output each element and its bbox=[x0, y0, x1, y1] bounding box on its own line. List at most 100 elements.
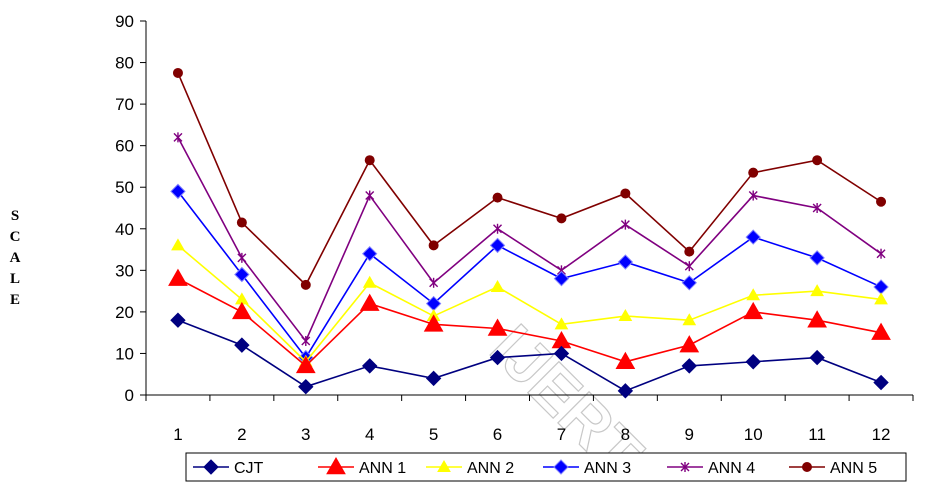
data-point-ann-4 bbox=[493, 223, 503, 234]
y-tick-label: 70 bbox=[115, 95, 134, 114]
data-point-ann-2 bbox=[618, 309, 633, 322]
data-point-ann-5 bbox=[876, 196, 887, 207]
x-tick-label: 3 bbox=[301, 425, 310, 444]
data-point-ann-3 bbox=[809, 250, 825, 266]
y-tick-label: 80 bbox=[115, 54, 134, 73]
series-line-ann-2 bbox=[177, 244, 882, 363]
data-point-ann-1 bbox=[168, 268, 188, 286]
data-point-ann-4 bbox=[748, 190, 758, 201]
y-tick-label: 0 bbox=[125, 386, 134, 405]
x-tick-label: 11 bbox=[808, 425, 826, 444]
data-point-cjt bbox=[425, 370, 442, 387]
y-tick-label: 90 bbox=[115, 12, 134, 31]
data-point-ann-3 bbox=[873, 279, 889, 295]
series-ann-5 bbox=[172, 67, 887, 290]
y-axis-label-letter: C bbox=[10, 229, 21, 245]
data-point-ann-4 bbox=[429, 277, 439, 288]
y-tick-label: 30 bbox=[115, 261, 134, 280]
data-point-ann-2 bbox=[746, 288, 761, 301]
data-point-ann-1 bbox=[232, 301, 252, 320]
data-point-ann-4 bbox=[684, 261, 694, 272]
data-point-ann-2 bbox=[490, 279, 505, 292]
y-axis-label-letter: S bbox=[11, 208, 19, 224]
data-point-ann-4 bbox=[812, 203, 822, 213]
y-axis-label-letter: L bbox=[10, 271, 20, 287]
legend-marker bbox=[203, 459, 219, 475]
series-cjt bbox=[170, 312, 889, 399]
series-line-ann-1 bbox=[177, 277, 882, 367]
data-point-ann-3 bbox=[170, 183, 186, 200]
x-tick-label: 2 bbox=[237, 425, 246, 444]
series-ann-3 bbox=[170, 183, 889, 366]
data-point-cjt bbox=[362, 358, 378, 374]
y-tick-label: 40 bbox=[115, 220, 134, 239]
data-point-ann-3 bbox=[234, 266, 250, 283]
data-point-ann-5 bbox=[300, 279, 311, 290]
data-point-ann-2 bbox=[874, 292, 888, 305]
legend-label: ANN 3 bbox=[584, 460, 631, 477]
data-point-ann-1 bbox=[359, 293, 380, 311]
data-point-ann-4 bbox=[620, 219, 630, 230]
data-point-ann-2 bbox=[554, 317, 569, 330]
legend-entry-ann-3: ANN 3 bbox=[543, 459, 631, 477]
data-point-ann-4 bbox=[237, 252, 247, 263]
data-point-ann-3 bbox=[745, 229, 761, 245]
legend-marker bbox=[680, 462, 690, 472]
data-point-ann-1 bbox=[871, 322, 891, 340]
y-axis-label-letter: E bbox=[10, 292, 20, 308]
data-point-cjt bbox=[553, 345, 570, 362]
legend-marker bbox=[553, 459, 569, 475]
data-point-ann-2 bbox=[171, 238, 185, 251]
series-line-ann-4 bbox=[177, 136, 882, 343]
data-point-ann-5 bbox=[812, 155, 823, 166]
x-tick-label: 1 bbox=[173, 425, 182, 444]
x-tick-label: 5 bbox=[429, 425, 438, 444]
data-point-ann-5 bbox=[748, 167, 759, 178]
data-point-ann-5 bbox=[492, 192, 503, 203]
legend-entry-ann-5: ANN 5 bbox=[789, 460, 877, 477]
legend-label: ANN 5 bbox=[830, 460, 877, 477]
data-point-ann-2 bbox=[810, 284, 824, 297]
data-point-ann-3 bbox=[362, 246, 378, 262]
series-layer bbox=[168, 67, 891, 399]
legend-label: ANN 2 bbox=[467, 460, 514, 477]
series-ann-4 bbox=[173, 132, 886, 346]
data-point-ann-1 bbox=[679, 335, 700, 353]
x-tick-label: 10 bbox=[744, 425, 763, 444]
data-point-ann-1 bbox=[423, 314, 444, 332]
data-point-ann-5 bbox=[620, 188, 631, 199]
legend-entry-ann-1: ANN 1 bbox=[318, 456, 406, 477]
data-point-ann-3 bbox=[553, 270, 570, 287]
legend-entry-cjt: CJT bbox=[193, 459, 264, 477]
legend: CJT ANN 1 ANN 2 ANN 3 ANN 4 ANN 5 bbox=[185, 452, 907, 482]
data-point-ann-4 bbox=[365, 190, 375, 201]
data-point-ann-4 bbox=[876, 248, 886, 259]
data-point-ann-3 bbox=[489, 237, 506, 254]
data-point-cjt bbox=[809, 349, 825, 366]
data-point-cjt bbox=[489, 349, 506, 366]
data-point-ann-4 bbox=[301, 335, 311, 346]
series-line-cjt bbox=[177, 319, 882, 392]
data-point-ann-1 bbox=[615, 351, 636, 370]
y-tick-label: 20 bbox=[115, 303, 134, 322]
data-point-ann-5 bbox=[236, 217, 247, 228]
legend-marker bbox=[326, 456, 346, 475]
data-point-ann-5 bbox=[556, 213, 567, 224]
data-point-cjt bbox=[681, 358, 697, 374]
data-point-cjt bbox=[170, 312, 186, 328]
legend-label: ANN 1 bbox=[359, 460, 406, 477]
x-tick-label: 7 bbox=[557, 425, 566, 444]
x-tick-label: 6 bbox=[493, 425, 502, 444]
data-point-cjt bbox=[617, 383, 634, 399]
data-point-cjt bbox=[873, 374, 889, 391]
data-point-cjt bbox=[234, 337, 250, 353]
data-point-cjt bbox=[745, 354, 761, 370]
legend-label: CJT bbox=[234, 460, 264, 477]
data-point-ann-1 bbox=[295, 355, 316, 374]
data-point-ann-2 bbox=[682, 313, 697, 326]
legend-label: ANN 4 bbox=[708, 460, 755, 477]
x-tick-label: 4 bbox=[365, 425, 374, 444]
